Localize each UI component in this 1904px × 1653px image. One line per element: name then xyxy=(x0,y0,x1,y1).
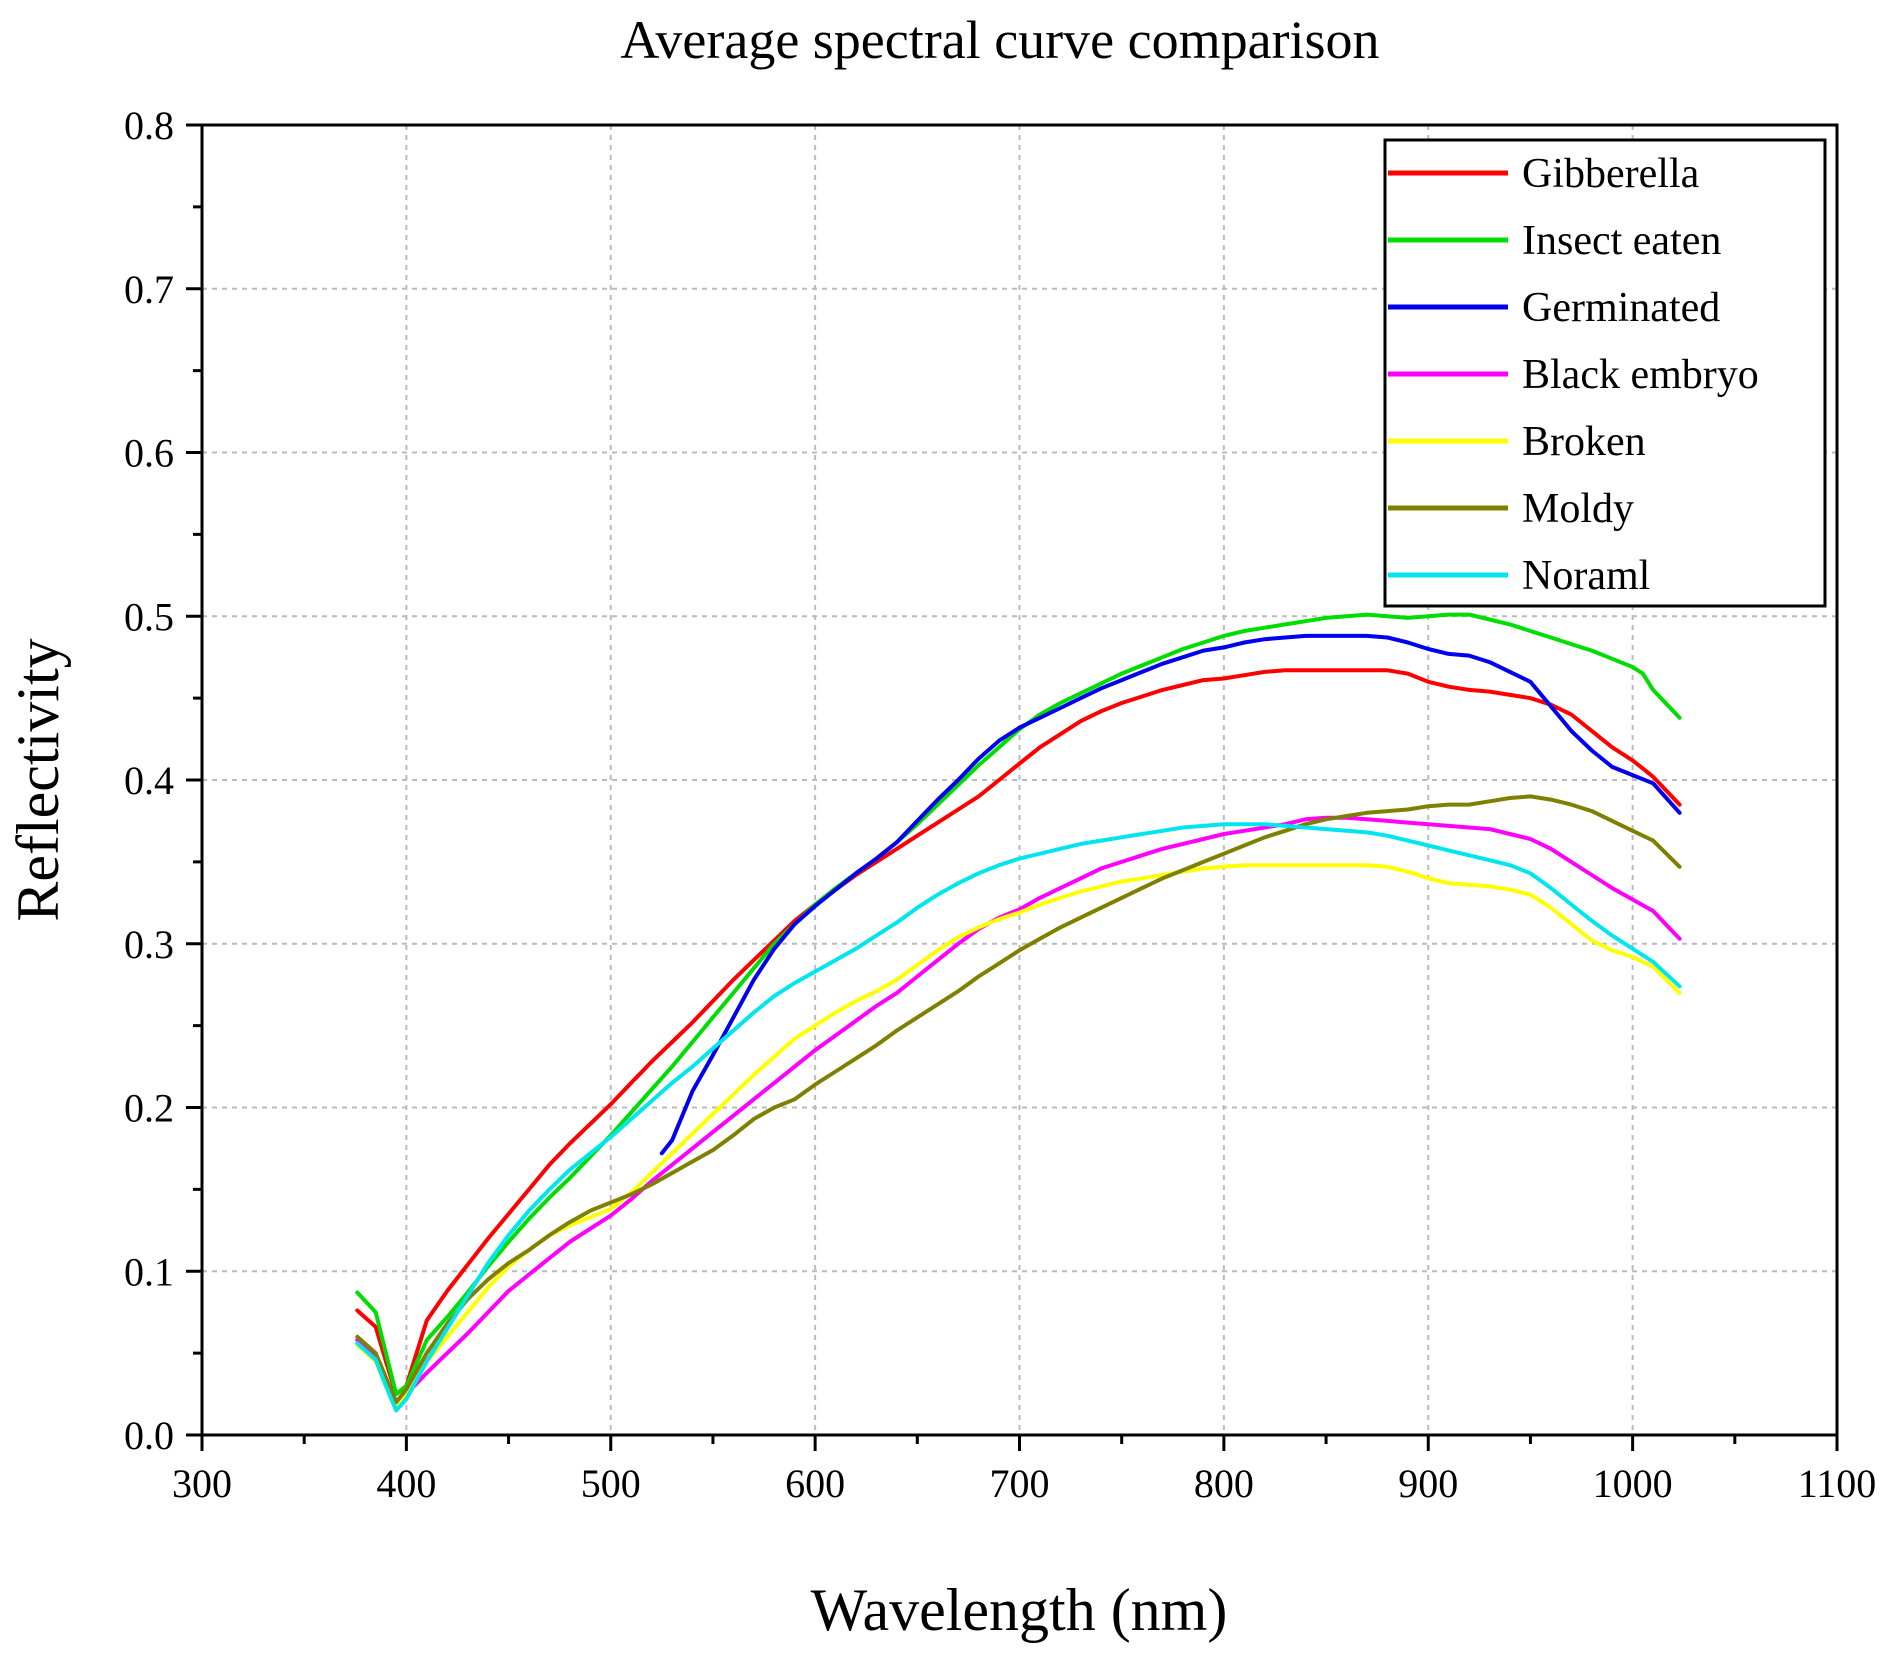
x-tick-label: 1000 xyxy=(1593,1461,1673,1506)
y-tick-label: 0.5 xyxy=(124,594,174,639)
x-tick-label: 800 xyxy=(1194,1461,1254,1506)
legend-label: Gibberella xyxy=(1522,151,1700,197)
plot-frame xyxy=(200,123,1839,1437)
y-tick-label: 0.2 xyxy=(124,1086,174,1131)
legend: Gibberella Insect eaten Germinated Black em… xyxy=(1383,138,1827,608)
series-line-gibberella xyxy=(355,668,1682,1397)
x-tick-label: 500 xyxy=(581,1461,641,1506)
y-tick-label: 0.6 xyxy=(124,431,174,476)
legend-label: Germinated xyxy=(1522,285,1720,331)
series-line-germinated xyxy=(659,633,1682,1156)
y-tick-label: 0.0 xyxy=(124,1413,174,1458)
x-tick-label: 300 xyxy=(172,1461,232,1506)
series-line-moldy xyxy=(355,794,1682,1405)
legend-label: Noraml xyxy=(1522,553,1650,599)
x-tick-label: 400 xyxy=(376,1461,436,1506)
x-axis-label: Wavelength (nm) xyxy=(811,1577,1228,1643)
y-tick-label: 0.7 xyxy=(124,267,174,312)
legend-label: Insect eaten xyxy=(1522,218,1721,264)
y-tick-label: 0.4 xyxy=(124,758,174,803)
legend-label: Moldy xyxy=(1522,486,1634,532)
chart-title: Average spectral curve comparison xyxy=(620,10,1379,70)
x-tick-label: 1100 xyxy=(1798,1461,1877,1506)
series-line-insect-eaten xyxy=(355,612,1682,1397)
x-tick-label: 700 xyxy=(990,1461,1050,1506)
y-tick-label: 0.3 xyxy=(124,922,174,967)
series-line-noraml xyxy=(355,822,1682,1413)
plot-lines xyxy=(355,612,1682,1413)
x-tick-label: 600 xyxy=(785,1461,845,1506)
y-tick-label: 0.8 xyxy=(124,103,174,148)
x-tick-label: 900 xyxy=(1398,1461,1458,1506)
series-line-black-embryo xyxy=(355,815,1682,1405)
y-tick-label: 0.1 xyxy=(124,1249,174,1294)
y-axis-label: Reflectivity xyxy=(5,638,71,921)
legend-label: Black embryo xyxy=(1522,352,1759,398)
axis-tick-labels: 300 400 500 600 700 800 900 1000 1100 0.0 0.1 0.2 0.… xyxy=(124,103,1876,1506)
legend-label: Broken xyxy=(1522,419,1646,465)
series-line-broken xyxy=(355,863,1682,1408)
